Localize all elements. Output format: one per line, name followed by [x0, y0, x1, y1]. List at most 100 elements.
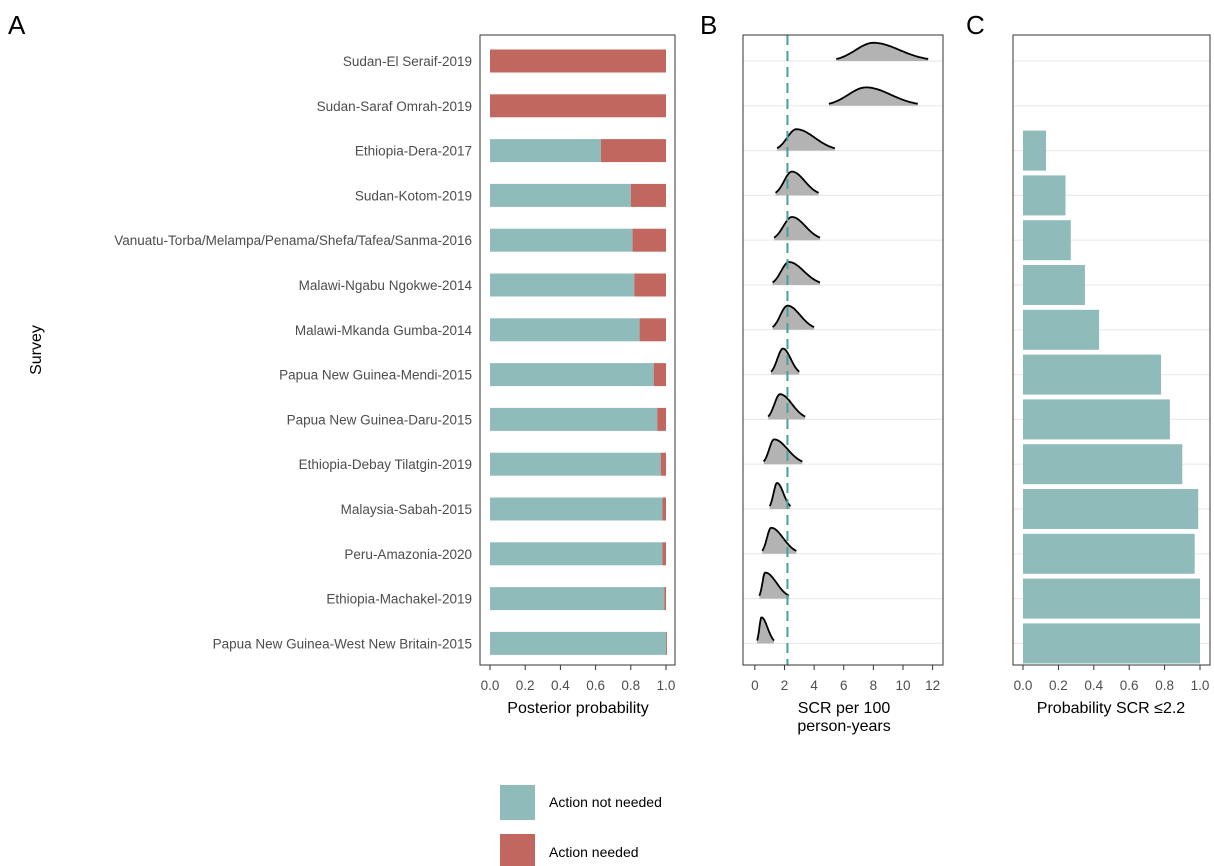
prob-bar-sudan-kotom-2019 [1023, 175, 1066, 216]
panel-c-tick-label: 0.2 [1049, 678, 1068, 693]
density-fill-papua-new-guinea-west-new-britain-2015 [757, 617, 775, 644]
panel-c-x-ticks: 0.0 0.2 0.4 0.6 0.8 1.0 [1014, 665, 1210, 693]
bar-needed-sudan-kotom-2019 [630, 183, 666, 207]
bar-needed-ethiopia-dera-2017 [600, 139, 666, 163]
legend-label-needed: Action needed [549, 844, 639, 860]
panel-b-tick-label: 10 [895, 678, 910, 693]
panel-b-frame [742, 34, 944, 666]
panel-b-x-axis-title-line: person-years [797, 718, 890, 735]
panel-c-tick-label: 0.0 [1014, 678, 1033, 693]
panel-c-frame [1012, 34, 1211, 666]
panel-a-category-labels: Sudan-El Seraif-2019 Sudan-Saraf Omrah-20… [114, 54, 472, 651]
panel-a-tick-label: 0.4 [551, 678, 570, 693]
bar-not-needed-malawi-ngabu-ngokwe-2014 [490, 273, 635, 297]
density-fill-sudan-saraf-omrah-2019 [828, 87, 918, 106]
panel-a-frame [479, 34, 676, 666]
bar-not-needed-ethiopia-machakel-2019 [490, 587, 665, 611]
legend: Action not needed Action needed [500, 785, 662, 866]
density-line-sudan-saraf-omrah-2019 [828, 86, 918, 105]
bar-needed-malawi-ngabu-ngokwe-2014 [634, 273, 666, 297]
legend-label-not-needed: Action not needed [549, 794, 662, 810]
density-line-malawi-mkanda-gumba-2014 [772, 304, 815, 328]
prob-bar-ethiopia-machakel-2019 [1023, 578, 1200, 619]
panel-letter-b: B [700, 10, 717, 40]
prob-bar-ethiopia-debay-tilatgin-2019 [1023, 444, 1183, 485]
bar-not-needed-papua-new-guinea-mendi-2015 [490, 363, 654, 387]
panel-a-tick-label: 1.0 [657, 678, 676, 693]
bar-needed-malaysia-sabah-2015 [662, 497, 666, 521]
panel-c-tick-label: 1.0 [1191, 678, 1210, 693]
bar-needed-papua-new-guinea-daru-2015 [657, 407, 666, 431]
density-fill-ethiopia-debay-tilatgin-2019 [763, 439, 803, 465]
bar-needed-papua-new-guinea-west-new-britain-2015 [666, 631, 667, 655]
category-label-malaysia-sabah-2015: Malaysia-Sabah-2015 [341, 502, 472, 517]
category-label-papua-new-guinea-west-new-britain-2015: Papua New Guinea-West New Britain-2015 [213, 636, 472, 651]
panel-a: Sudan-El Seraif-2019 Sudan-Saraf Omrah-20… [114, 34, 676, 717]
bar-needed-papua-new-guinea-mendi-2015 [653, 363, 666, 387]
panel-c-tick-label: 0.6 [1120, 678, 1139, 693]
panel-a-tick-label: 0.8 [621, 678, 640, 693]
bar-needed-vanuatu-torba-melampa-penama-shefa-tafea-sanma-2016 [632, 228, 666, 252]
panel-a-x-axis-title: Posterior probability [507, 700, 648, 717]
density-line-malawi-ngabu-ngokwe-2014 [772, 261, 821, 284]
legend-key-not-needed [500, 785, 535, 820]
density-line-sudan-kotom-2019 [775, 170, 820, 194]
panel-a-tick-label: 0.6 [586, 678, 605, 693]
category-label-ethiopia-dera-2017: Ethiopia-Dera-2017 [355, 144, 472, 159]
category-label-vanuatu-torba-melampa-penama-shefa-tafea-sanma-2016: Vanuatu-Torba/Melampa/Penama/Shefa/Tafea… [114, 233, 472, 248]
bar-not-needed-ethiopia-debay-tilatgin-2019 [490, 452, 661, 476]
category-label-papua-new-guinea-daru-2015: Papua New Guinea-Daru-2015 [287, 412, 472, 427]
panel-b-x-axis-title: SCR per 100 person-years [797, 700, 890, 735]
bar-not-needed-papua-new-guinea-west-new-britain-2015 [490, 631, 666, 655]
panel-b: 0 2 4 6 8 10 12 SCR per 100 person-years [742, 34, 944, 735]
panel-c-tick-label: 0.8 [1155, 678, 1174, 693]
prob-bar-peru-amazonia-2020 [1023, 533, 1195, 574]
prob-bar-vanuatu-torba-melampa-penama-shefa-tafea-sanma-2016 [1023, 220, 1071, 261]
bar-needed-sudan-saraf-omrah-2019 [490, 94, 666, 118]
bar-not-needed-sudan-kotom-2019 [490, 183, 631, 207]
category-label-ethiopia-debay-tilatgin-2019: Ethiopia-Debay Tilatgin-2019 [299, 457, 472, 472]
bar-not-needed-vanuatu-torba-melampa-penama-shefa-tafea-sanma-2016 [490, 228, 633, 252]
bar-needed-sudan-el-seraif-2019 [490, 49, 666, 73]
density-fill-ethiopia-dera-2017 [777, 129, 835, 151]
category-label-malawi-mkanda-gumba-2014: Malawi-Mkanda Gumba-2014 [295, 323, 473, 338]
prob-bar-papua-new-guinea-mendi-2015 [1023, 354, 1162, 395]
density-line-papua-new-guinea-mendi-2015 [770, 347, 800, 373]
y-axis-title: Survey [28, 325, 45, 375]
panel-b-x-axis-title-line: SCR per 100 [798, 700, 891, 717]
density-line-ethiopia-debay-tilatgin-2019 [762, 438, 803, 463]
bar-not-needed-malaysia-sabah-2015 [490, 497, 663, 521]
panel-b-tick-label: 4 [810, 678, 818, 693]
category-label-sudan-el-seraif-2019: Sudan-El Seraif-2019 [343, 54, 472, 69]
density-line-papua-new-guinea-daru-2015 [767, 393, 806, 418]
density-fill-papua-new-guinea-mendi-2015 [771, 348, 800, 375]
density-fill-ethiopia-machakel-2019 [759, 572, 789, 599]
prob-bar-malaysia-sabah-2015 [1023, 489, 1199, 529]
panel-c-x-axis-title: Probability SCR ≤2.2 [1037, 700, 1186, 717]
panel-letter-c: C [966, 10, 985, 40]
panel-c: 0.0 0.2 0.4 0.6 0.8 1.0 Probability SCR ≤2.2 [1012, 34, 1211, 717]
prob-bar-papua-new-guinea-west-new-britain-2015 [1023, 623, 1200, 664]
density-line-vanuatu-torba-melampa-penama-shefa-tafea-sanma-2016 [773, 216, 821, 239]
category-label-sudan-saraf-omrah-2019: Sudan-Saraf Omrah-2019 [317, 99, 472, 114]
category-label-malawi-ngabu-ngokwe-2014: Malawi-Ngabu Ngokwe-2014 [299, 278, 473, 293]
bar-not-needed-peru-amazonia-2020 [490, 542, 663, 566]
panel-letter-a: A [8, 10, 26, 40]
panel-a-x-ticks: 0.0 0.2 0.4 0.6 0.8 1.0 [481, 665, 676, 693]
bar-needed-peru-amazonia-2020 [662, 542, 666, 566]
prob-bar-papua-new-guinea-daru-2015 [1023, 399, 1170, 440]
legend-key-needed [500, 834, 535, 866]
panel-b-gridlines [743, 60, 943, 645]
density-line-ethiopia-machakel-2019 [758, 571, 790, 597]
density-line-sudan-el-seraif-2019 [836, 41, 929, 60]
panel-b-tick-label: 6 [840, 678, 848, 693]
category-label-ethiopia-machakel-2019: Ethiopia-Machakel-2019 [326, 592, 472, 607]
bar-not-needed-ethiopia-dera-2017 [490, 139, 601, 163]
panel-b-tick-label: 12 [925, 678, 940, 693]
density-fill-malawi-ngabu-ngokwe-2014 [772, 262, 820, 285]
panel-a-tick-label: 0.2 [516, 678, 535, 693]
panel-c-tick-label: 0.4 [1084, 678, 1103, 693]
bar-not-needed-malawi-mkanda-gumba-2014 [490, 318, 640, 342]
bar-not-needed-papua-new-guinea-daru-2015 [490, 407, 658, 431]
panel-b-x-ticks: 0 2 4 6 8 10 12 [751, 665, 940, 693]
